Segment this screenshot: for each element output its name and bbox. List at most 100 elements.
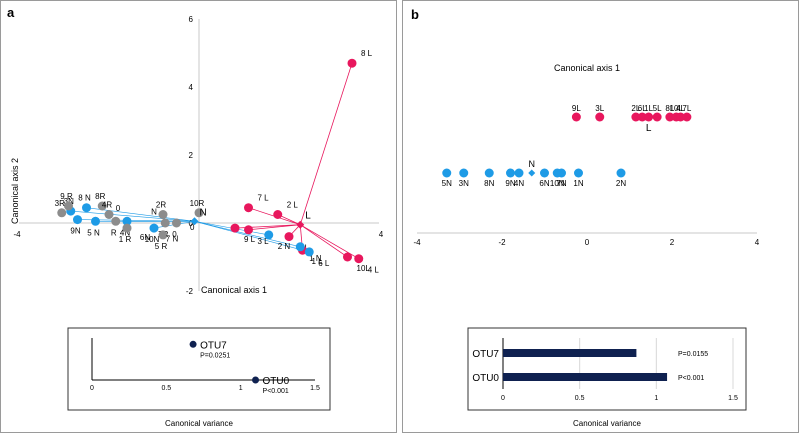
panel-a-label: a [7, 5, 15, 20]
panel-a-chart: a -4 4 6 4 2 0 -2 Canonical axis 1 Canonical axi… [7, 5, 384, 428]
point-label: 2L [631, 104, 640, 113]
centroid-label: N [529, 159, 536, 169]
point-marker [540, 168, 549, 178]
point-label: 4N [514, 179, 524, 188]
x-tick-label: 2 [670, 238, 675, 247]
point-marker [64, 201, 73, 211]
vector-line-n [194, 221, 310, 253]
point-marker [122, 223, 132, 233]
y-tick-label: -2 [186, 287, 194, 296]
point-label: 3N [459, 179, 469, 188]
point-label: R [111, 228, 117, 237]
point-label: 4N [120, 228, 130, 237]
point-marker [82, 203, 91, 213]
point-marker [644, 112, 654, 122]
point-marker [676, 112, 685, 122]
point-label: 4L [676, 104, 685, 113]
x-tick-label: 4 [755, 238, 760, 247]
point-marker [73, 215, 82, 225]
y-tick-label: 6 [189, 15, 194, 24]
inset-box [67, 327, 331, 411]
point-marker [295, 242, 305, 252]
point-marker [97, 201, 107, 211]
point-marker [631, 112, 641, 122]
point-label: 6N [539, 179, 549, 188]
point-label: 2N [616, 179, 626, 188]
panel-b-label: b [411, 7, 419, 22]
inset-tick-label: 1 [239, 385, 243, 392]
point-label: N [151, 208, 157, 217]
x-tick-label: -4 [413, 238, 421, 247]
point-marker [172, 218, 181, 228]
point-label: 2R [156, 201, 166, 210]
point-marker [442, 168, 452, 178]
point-marker [484, 168, 494, 178]
point-label: 2 N [278, 242, 291, 251]
point-label: 8L [665, 104, 674, 113]
point-label: 4 L [368, 266, 380, 275]
point-label: 8R [95, 192, 105, 201]
centroid-marker [296, 220, 305, 229]
point-marker [595, 112, 605, 122]
point-label: 5 N [87, 228, 100, 237]
point-label: 5L [653, 104, 662, 113]
point-marker [557, 168, 566, 178]
inset-bar [503, 349, 637, 357]
point-label: 9 L [244, 235, 256, 244]
inset-tick-label: 1.5 [728, 395, 738, 402]
point-marker [284, 232, 294, 242]
point-label: 0 [116, 204, 121, 213]
inset-tick-label: 0.5 [575, 395, 585, 402]
point-marker [304, 247, 314, 257]
point-label: 10L [670, 104, 684, 113]
vector-line [248, 224, 301, 231]
centroid-label: N [200, 207, 207, 218]
inset-point-label: OTU7 [200, 340, 227, 351]
y-tick-label: 0 [189, 219, 194, 228]
point-marker [574, 168, 583, 178]
point-marker [122, 216, 132, 226]
y-axis-title: Canonical axis 2 [10, 158, 20, 224]
inset-point [252, 376, 260, 384]
point-marker [652, 112, 662, 122]
point-label: 6 L [318, 259, 330, 268]
point-marker [104, 210, 114, 219]
inset-p-value: P=0.0155 [678, 351, 708, 358]
point-label: 9L [572, 104, 581, 113]
point-marker [57, 208, 67, 218]
point-label: 9 R [60, 192, 73, 201]
inset-point-label: OTU0 [263, 376, 290, 387]
x-tick-label: 4 [379, 230, 384, 239]
point-marker [637, 112, 647, 122]
x-axis-title: Canonical axis 1 [201, 285, 267, 295]
centroid-label: L [646, 123, 652, 134]
point-marker [354, 254, 364, 264]
vector-line [300, 224, 348, 258]
point-marker [347, 58, 357, 68]
point-label: 1 L [312, 257, 324, 266]
point-marker [459, 168, 469, 178]
inset-tick-label: 0 [501, 395, 505, 402]
inset-x-title: Canonical variance [573, 419, 642, 428]
inset-box [467, 327, 747, 411]
point-marker [111, 216, 121, 226]
inset-tick-label: 1 [654, 395, 658, 402]
point-marker [264, 230, 274, 240]
point-marker [616, 168, 626, 178]
centroid-marker [190, 217, 199, 226]
inset-bar [503, 373, 668, 381]
axis-title: Canonical axis 1 [554, 63, 620, 73]
point-label: 3R [55, 199, 65, 208]
x-tick-label: 0 [585, 238, 590, 247]
inset-tick-label: 0 [90, 385, 94, 392]
point-label: 1L [644, 104, 653, 113]
inset-p-value: P<0.001 [263, 388, 289, 395]
point-label: 9N [505, 179, 515, 188]
point-label: 4R [102, 201, 112, 210]
point-marker [91, 216, 100, 226]
point-marker [160, 218, 170, 228]
point-marker [514, 168, 524, 178]
inset-category-label: OTU7 [472, 349, 499, 360]
point-marker [273, 210, 283, 219]
